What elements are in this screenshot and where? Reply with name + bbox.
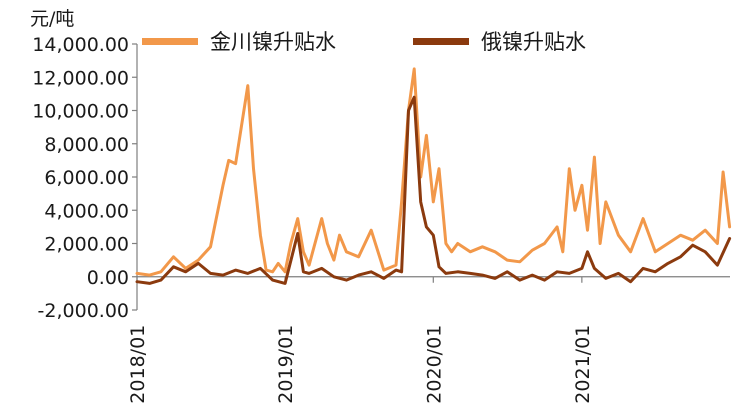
x-tick-label: 2021/01 [572, 325, 594, 404]
x-tick-label: 2020/01 [423, 325, 445, 404]
y-axis: 14,000.00 12,000.00 10,000.00 8,000.00 6,000… [32, 34, 138, 322]
y-tick-label: 2,000.00 [44, 234, 129, 256]
y-tick-label: -2,000.00 [38, 300, 129, 322]
y-tick-label: 0.00 [87, 267, 129, 289]
legend-item-russian: 俄镍升贴水 [413, 26, 586, 56]
y-tick-label: 14,000.00 [32, 34, 129, 56]
y-tick-label: 10,000.00 [32, 101, 129, 123]
y-tick-label: 8,000.00 [44, 134, 129, 156]
series-layer [135, 67, 732, 285]
legend-label-russian: 俄镍升贴水 [481, 30, 586, 54]
x-tick-label: 2019/01 [275, 325, 297, 404]
legend-swatch-russian [413, 37, 469, 45]
y-tick-label: 4,000.00 [44, 200, 129, 222]
legend-swatch-jinchuan [142, 37, 198, 45]
legend-label-jinchuan: 金川镍升贴水 [210, 30, 336, 54]
x-tick-label: 2018/01 [127, 325, 149, 404]
series-line-russian [135, 95, 732, 285]
legend-item-jinchuan: 金川镍升贴水 [142, 26, 336, 56]
y-tick-label: 6,000.00 [44, 167, 129, 189]
series-line-jinchuan [135, 67, 732, 277]
y-axis-unit-label: 元/吨 [30, 8, 75, 30]
y-tick-label: 12,000.00 [32, 67, 129, 89]
x-axis: 2018/01 2019/01 2020/01 2021/01 [127, 276, 730, 404]
